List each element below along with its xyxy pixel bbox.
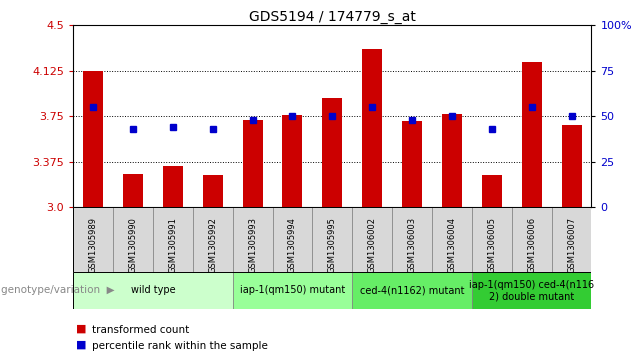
Bar (322, 98, 342, 207)
Bar (402, 121, 422, 207)
Bar (352, 207, 392, 272)
Bar (352, 272, 472, 309)
Text: GSM1306002: GSM1306002 (368, 217, 377, 273)
Text: ■: ■ (76, 323, 87, 334)
Bar (123, 174, 143, 207)
Bar (562, 125, 581, 207)
Text: transformed count: transformed count (92, 325, 190, 335)
Text: GSM1306003: GSM1306003 (408, 217, 417, 273)
Bar (432, 207, 472, 272)
Bar (83, 71, 103, 207)
Bar (363, 49, 382, 207)
Bar (113, 207, 153, 272)
Bar (242, 120, 263, 207)
Text: wild type: wild type (130, 285, 175, 295)
Text: iap-1(qm150) ced-4(n116
2) double mutant: iap-1(qm150) ced-4(n116 2) double mutant (469, 280, 594, 301)
Bar (312, 207, 352, 272)
Text: percentile rank within the sample: percentile rank within the sample (92, 341, 268, 351)
Text: GSM1305993: GSM1305993 (248, 217, 257, 273)
Bar (282, 115, 302, 207)
Bar (472, 272, 591, 309)
Bar (442, 114, 462, 207)
Text: ced-4(n1162) mutant: ced-4(n1162) mutant (360, 285, 464, 295)
Bar (472, 207, 512, 272)
Bar (512, 207, 551, 272)
Text: GSM1306004: GSM1306004 (448, 217, 457, 273)
Text: GSM1305995: GSM1305995 (328, 217, 337, 273)
Bar (233, 207, 272, 272)
Bar (482, 175, 502, 207)
Text: GSM1305994: GSM1305994 (288, 217, 297, 273)
Bar (392, 207, 432, 272)
Text: GSM1305990: GSM1305990 (128, 217, 137, 273)
Text: GSM1305989: GSM1305989 (88, 217, 97, 273)
Bar (163, 166, 183, 207)
Text: genotype/variation  ▶: genotype/variation ▶ (1, 285, 115, 295)
Bar (73, 272, 233, 309)
Text: ■: ■ (76, 340, 87, 350)
Bar (203, 175, 223, 207)
Text: GSM1306007: GSM1306007 (567, 217, 576, 273)
Text: GSM1305992: GSM1305992 (208, 217, 217, 273)
Text: GSM1305991: GSM1305991 (169, 217, 177, 273)
Bar (551, 207, 591, 272)
Text: iap-1(qm150) mutant: iap-1(qm150) mutant (240, 285, 345, 295)
Bar (153, 207, 193, 272)
Bar (522, 62, 542, 207)
Bar (272, 207, 312, 272)
Bar (233, 272, 352, 309)
Title: GDS5194 / 174779_s_at: GDS5194 / 174779_s_at (249, 11, 416, 24)
Text: GSM1306006: GSM1306006 (527, 217, 536, 273)
Bar (73, 207, 113, 272)
Bar (193, 207, 233, 272)
Text: GSM1306005: GSM1306005 (487, 217, 496, 273)
